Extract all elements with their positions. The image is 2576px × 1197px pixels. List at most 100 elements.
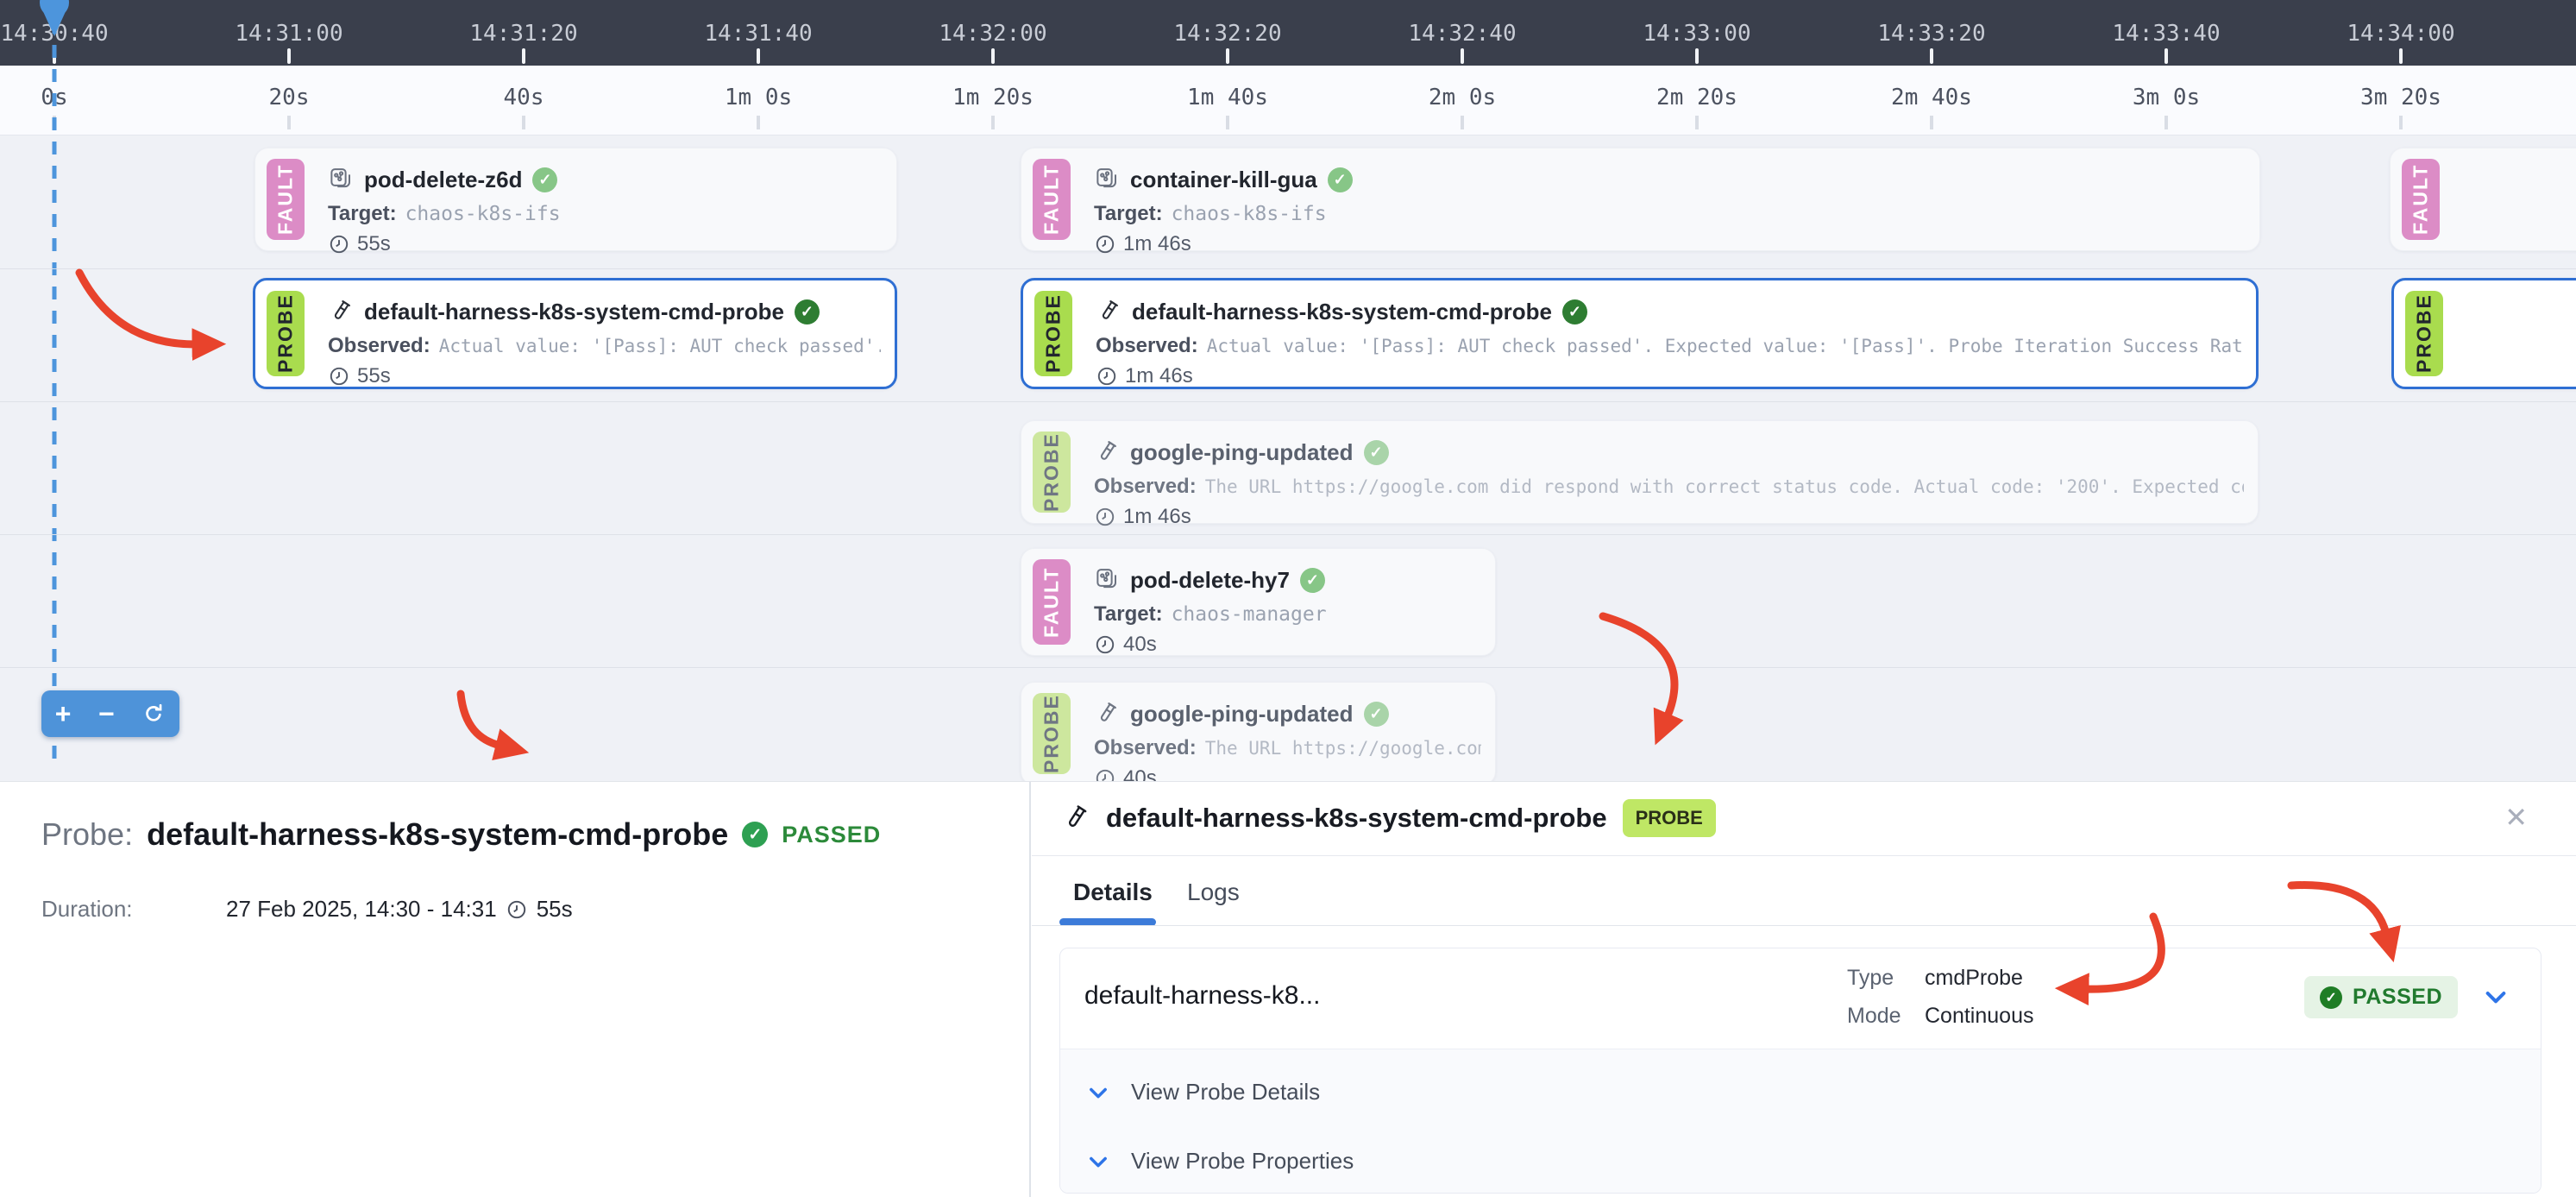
duration-label: 55s xyxy=(357,364,391,387)
card-title: google-ping-updated xyxy=(1130,700,1354,727)
timeline-lanes: FAULT pod-delete-z6d ✓ Target: chaos-k8s-… xyxy=(0,135,2576,781)
mode-label: Mode xyxy=(1847,1004,1901,1028)
fault-card-container-kill-gua[interactable]: FAULT container-kill-gua ✓ Target: chaos-… xyxy=(1021,148,2260,255)
card-title: google-ping-updated xyxy=(1130,438,1354,465)
fault-tag: FAULT xyxy=(267,159,305,240)
meta-value: chaos-k8s-ifs xyxy=(405,203,561,225)
probe-card-google-ping-1[interactable]: PROBE google-ping-updated ✓ Observed: The… xyxy=(1021,420,2259,528)
probe-tag: PROBE xyxy=(267,291,305,376)
card-title: container-kill-gua xyxy=(1130,166,1317,192)
rel-tick-label: 20s xyxy=(268,85,310,110)
probe-icon xyxy=(1094,439,1120,465)
clock-icon xyxy=(1094,233,1116,255)
panel-header: default-harness-k8s-system-cmd-probe PRO… xyxy=(1032,782,2576,856)
type-label: Type xyxy=(1847,966,1894,990)
meta-label: Observed: xyxy=(1096,334,1198,357)
check-icon: ✓ xyxy=(532,167,558,192)
duration-label: 1m 46s xyxy=(1123,232,1191,255)
rel-tick-label: 3m 0s xyxy=(2132,85,2201,110)
fault-card-clipped[interactable]: FAULT xyxy=(2390,148,2576,251)
duration-label: Duration: xyxy=(41,896,133,922)
chevron-down-icon[interactable] xyxy=(2482,983,2510,1015)
clock-icon xyxy=(1094,506,1116,528)
detail-panels: Probe: default-harness-k8s-system-cmd-pr… xyxy=(0,781,2576,1197)
view-probe-properties-link[interactable]: View Probe Properties xyxy=(1086,1148,1354,1175)
check-icon: ✓ xyxy=(2320,986,2343,1009)
clock-icon xyxy=(1096,365,1118,387)
fault-icon xyxy=(1094,567,1120,593)
clock-icon xyxy=(506,898,528,921)
card-title: pod-delete-hy7 xyxy=(1130,566,1290,593)
time-tick-label: 14:32:00 xyxy=(939,21,1047,47)
card-title: default-harness-k8s-system-cmd-probe xyxy=(1132,298,1552,324)
meta-value: chaos-k8s-ifs xyxy=(1171,203,1327,225)
zoom-out-button[interactable]: − xyxy=(97,698,115,729)
meta-label: Target: xyxy=(328,202,397,225)
check-icon: ✓ xyxy=(1299,567,1325,593)
duration-label: 40s xyxy=(1123,633,1157,656)
fault-card-pod-delete-hy7[interactable]: FAULT pod-delete-hy7 ✓ Target: chaos-mana… xyxy=(1021,548,1496,656)
fault-tag: FAULT xyxy=(1033,559,1071,645)
probe-icon xyxy=(1094,701,1120,727)
probe-detail-card-body: View Probe Details View Probe Properties xyxy=(1060,1049,2541,1193)
rel-tick-label: 1m 20s xyxy=(952,85,1034,110)
meta-value: chaos-manager xyxy=(1171,603,1327,626)
duration-label: 55s xyxy=(357,232,391,255)
relative-time-bar: 0s 20s 40s 1m 0s 1m 20s 1m 40s 2m 0s 2m … xyxy=(0,66,2576,135)
probe-icon xyxy=(1096,299,1122,324)
check-icon: ✓ xyxy=(1327,167,1353,192)
card-title: pod-delete-z6d xyxy=(364,166,523,192)
clock-icon xyxy=(328,365,350,387)
probe-icon xyxy=(1061,803,1090,833)
check-icon: ✓ xyxy=(1561,299,1587,324)
time-tick-label: 14:31:20 xyxy=(469,21,578,47)
view-probe-details-link[interactable]: View Probe Details xyxy=(1086,1079,1320,1106)
rel-tick-label: 0s xyxy=(41,85,68,110)
time-tick-label: 14:33:40 xyxy=(2112,21,2221,47)
meta-label: Observed: xyxy=(1094,736,1197,759)
fault-tag: FAULT xyxy=(1033,159,1071,240)
mode-value: Continuous xyxy=(1925,1004,2034,1028)
probe-card-cmd-probe-1[interactable]: PROBE default-harness-k8s-system-cmd-pro… xyxy=(253,278,897,389)
status-badge: ✓ PASSED xyxy=(2304,976,2458,1018)
panel-divider xyxy=(1029,782,1031,1197)
duration-label: 1m 46s xyxy=(1125,364,1193,387)
card-title: default-harness-k8s-system-cmd-probe xyxy=(364,298,784,324)
clock-icon xyxy=(1094,767,1116,781)
probe-card-clipped[interactable]: PROBE xyxy=(2391,278,2576,389)
clock-icon xyxy=(1094,633,1116,656)
probe-tag: PROBE xyxy=(2405,291,2443,376)
meta-label: Observed: xyxy=(328,334,430,357)
active-tab-indicator xyxy=(1059,918,1156,926)
probe-name: default-harness-k8s-system-cmd-probe xyxy=(147,816,729,852)
zoom-in-button[interactable]: + xyxy=(54,698,72,729)
chevron-down-icon xyxy=(1086,1080,1110,1105)
timeline-zoom-controls: + − xyxy=(41,690,179,737)
absolute-time-bar: 14:30:40 14:31:00 14:31:20 14:31:40 14:3… xyxy=(0,0,2576,66)
check-icon: ✓ xyxy=(1363,701,1389,727)
reset-zoom-button[interactable] xyxy=(141,702,166,726)
duration-label: 1m 46s xyxy=(1123,505,1191,528)
fault-icon xyxy=(1094,167,1120,192)
close-icon[interactable]: ✕ xyxy=(2504,802,2528,833)
time-tick-label: 14:33:00 xyxy=(1643,21,1751,47)
time-tick-label: 14:32:20 xyxy=(1173,21,1282,47)
probe-detail-card: default-harness-k8... Type cmdProbe Mode… xyxy=(1059,948,2541,1194)
rel-tick-label: 3m 20s xyxy=(2360,85,2441,110)
duration-time: 55s xyxy=(536,896,573,922)
probe-detail-panel: default-harness-k8s-system-cmd-probe PRO… xyxy=(1032,782,2576,1197)
tab-details[interactable]: Details xyxy=(1073,879,1153,905)
probe-card-google-ping-2[interactable]: PROBE google-ping-updated ✓ Observed: The… xyxy=(1021,682,1496,781)
tab-logs[interactable]: Logs xyxy=(1187,879,1240,905)
check-icon: ✓ xyxy=(1363,439,1389,465)
probe-tag: PROBE xyxy=(1033,432,1071,513)
time-tick-label: 14:32:40 xyxy=(1408,21,1517,47)
rel-tick-label: 40s xyxy=(503,85,544,110)
fault-tag: FAULT xyxy=(2402,159,2440,240)
fault-card-pod-delete-z6d[interactable]: FAULT pod-delete-z6d ✓ Target: chaos-k8s-… xyxy=(254,148,897,255)
probe-card-cmd-probe-2[interactable]: PROBE default-harness-k8s-system-cmd-pro… xyxy=(1021,278,2259,389)
time-tick-label: 14:34:00 xyxy=(2347,21,2455,47)
probe-icon xyxy=(328,299,354,324)
probe-summary-panel: Probe: default-harness-k8s-system-cmd-pr… xyxy=(0,782,1029,1197)
